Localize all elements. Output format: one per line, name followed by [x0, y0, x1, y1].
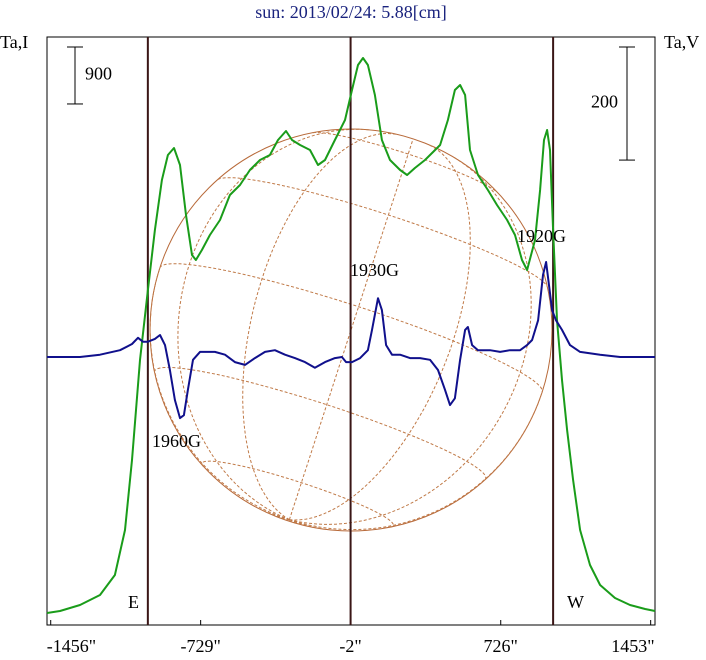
series-line: [46, 57, 656, 614]
x-tick-label: -1456": [47, 636, 96, 656]
y-axis-label: Ta,I: [0, 32, 28, 52]
annotation: 1960G: [152, 431, 201, 451]
series-line: [47, 261, 655, 420]
scale-bar-label: 200: [591, 92, 618, 112]
chart-title: sun: 2013/02/24: 5.88[cm]: [255, 2, 447, 22]
annotation: 1930G: [350, 260, 399, 280]
disk-grid-line: [201, 460, 394, 528]
scale-bar-label: 900: [85, 64, 112, 84]
x-tick-label: 726": [484, 636, 518, 656]
x-tick-label: 1453": [611, 636, 654, 656]
disk-grid-line: [289, 519, 300, 525]
disk-grid-line: [177, 128, 369, 521]
disk-grid-line: [288, 138, 414, 520]
disk-grid-line: [289, 519, 325, 530]
disk-grid-line: [289, 143, 471, 521]
x-tick-label: -729": [180, 636, 220, 656]
y2-axis-label: Ta,V: [664, 32, 699, 52]
disk-grid-line: [149, 267, 290, 521]
disk-grid-line: [289, 391, 543, 531]
annotation: E: [128, 592, 139, 612]
solar-disk: [149, 128, 553, 532]
annotation: W: [567, 592, 584, 612]
x-tick-label: -2": [339, 636, 361, 656]
disk-grid-line: [289, 157, 532, 525]
disk-grid-line: [312, 132, 499, 194]
annotation: 1920G: [517, 226, 566, 246]
disk-grid-line: [242, 132, 399, 521]
